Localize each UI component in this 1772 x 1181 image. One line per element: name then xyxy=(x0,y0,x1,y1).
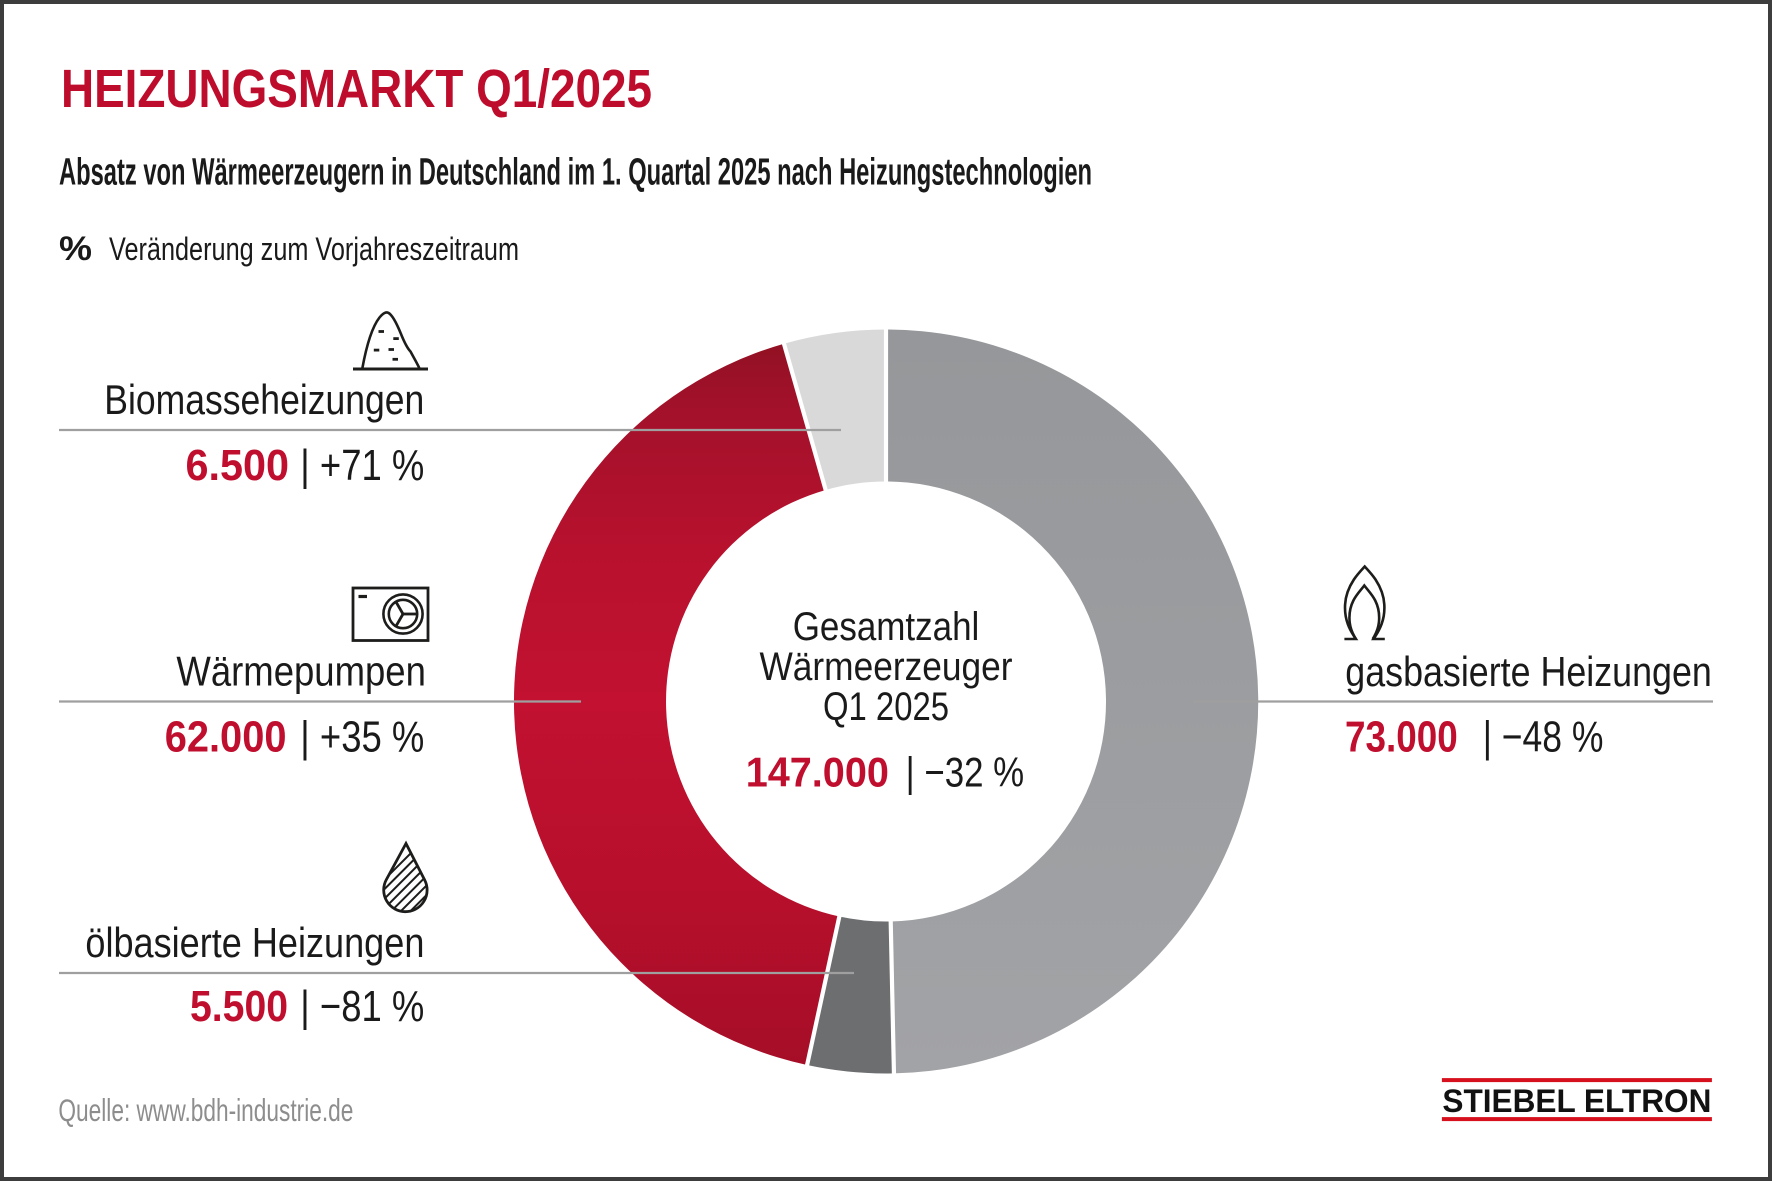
svg-text:STIEBEL ELTRON: STIEBEL ELTRON xyxy=(1442,1083,1711,1119)
svg-text:Biomasseheizungen: Biomasseheizungen xyxy=(104,376,424,423)
svg-text:Quelle: www.bdh-industrie.de: Quelle: www.bdh-industrie.de xyxy=(58,1093,353,1128)
svg-text:| +35 %: | +35 % xyxy=(300,713,424,762)
svg-text:| −32 %: | −32 % xyxy=(906,749,1025,796)
svg-text:Veränderung zum Vorjahreszeitr: Veränderung zum Vorjahreszeitraum xyxy=(109,231,519,267)
svg-text:73.000: 73.000 xyxy=(1345,713,1458,762)
svg-text:Wärmeerzeuger: Wärmeerzeuger xyxy=(760,645,1013,689)
svg-text:| −81 %: | −81 % xyxy=(300,982,424,1031)
svg-text:Gesamtzahl: Gesamtzahl xyxy=(793,605,980,649)
svg-text:%: % xyxy=(59,230,92,268)
svg-text:6.500: 6.500 xyxy=(186,441,290,490)
svg-text:5.500: 5.500 xyxy=(190,982,288,1031)
svg-text:HEIZUNGSMARKT Q1/2025: HEIZUNGSMARKT Q1/2025 xyxy=(61,60,652,119)
svg-text:Absatz von Wärmeerzeugern in D: Absatz von Wärmeerzeugern in Deutschland… xyxy=(59,152,1092,194)
svg-text:ölbasierte Heizungen: ölbasierte Heizungen xyxy=(85,919,424,966)
svg-text:Q1 2025: Q1 2025 xyxy=(823,685,949,729)
svg-text:gasbasierte Heizungen: gasbasierte Heizungen xyxy=(1345,648,1712,695)
svg-text:| −48 %: | −48 % xyxy=(1483,713,1604,762)
svg-text:62.000: 62.000 xyxy=(165,713,287,762)
svg-text:147.000: 147.000 xyxy=(746,749,889,796)
svg-text:Wärmepumpen: Wärmepumpen xyxy=(176,648,426,695)
svg-text:| +71 %: | +71 % xyxy=(300,441,424,490)
